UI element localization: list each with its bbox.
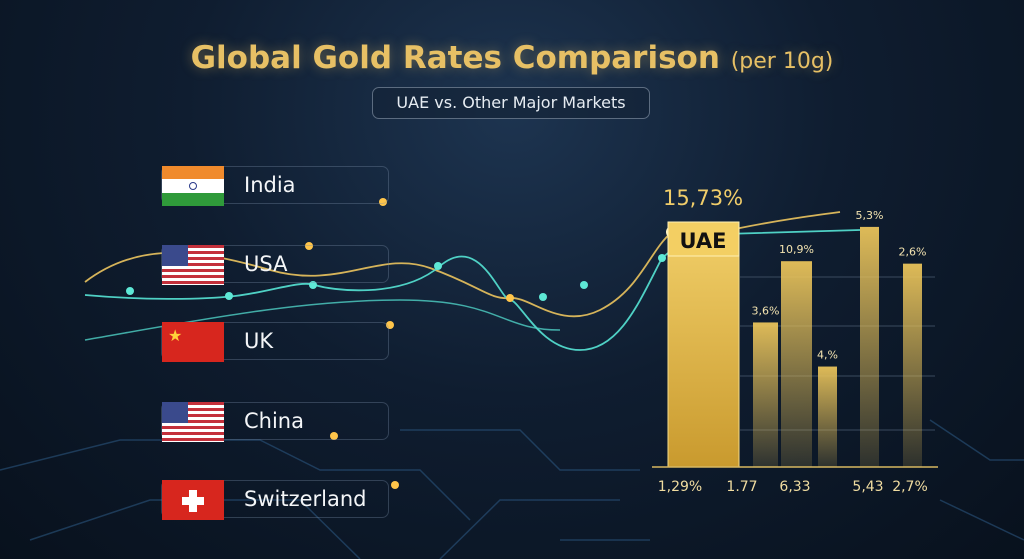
bar-value-label: 2,6% [899, 246, 927, 259]
flag-switzerland-icon [162, 480, 224, 520]
bar-value-label: 5,3% [856, 209, 884, 222]
bar-value-label: 4,% [817, 349, 838, 362]
bar [753, 322, 778, 467]
country-name: UK [244, 329, 274, 353]
bar [860, 226, 879, 467]
country-name: Switzerland [244, 487, 367, 511]
title-text: Global Gold Rates Comparison [190, 40, 720, 76]
circuit-pattern [0, 419, 1024, 559]
uae-highlight-value: 15,73% [663, 186, 743, 210]
x-tick-label: 5,43 [852, 479, 883, 495]
title-unit: (per 10g) [730, 49, 834, 74]
flag-usa-icon [162, 402, 224, 442]
country-row-india: India [161, 166, 389, 206]
bar [667, 221, 740, 468]
uae-label-box [667, 221, 740, 257]
chart-title: Global Gold Rates Comparison (per 10g) [0, 40, 1024, 76]
x-tick-label: 1.77 [726, 479, 757, 495]
x-tick-label: 6,33 [779, 479, 810, 495]
x-tick-label: 1,29% [658, 479, 702, 495]
bar [781, 261, 812, 467]
country-name: USA [244, 252, 288, 276]
country-row-uk: ★ UK [161, 322, 389, 362]
country-row-china: China [161, 402, 389, 442]
bar [818, 366, 837, 467]
country-row-usa: USA [161, 245, 389, 285]
country-name: China [244, 409, 304, 433]
bar-value-label: 3,6% [752, 304, 780, 317]
subtitle-badge: UAE vs. Other Major Markets [372, 87, 650, 119]
bar [903, 263, 922, 467]
uae-label: UAE [679, 229, 726, 253]
country-name: India [244, 173, 296, 197]
flag-india-icon [162, 166, 224, 206]
country-row-switzerland: Switzerland [161, 480, 389, 520]
flag-usa-icon [162, 245, 224, 285]
flag-china-icon: ★ [162, 322, 224, 362]
x-tick-label: 2,7% [892, 479, 928, 495]
bar-value-label: 10,9% [779, 243, 814, 256]
